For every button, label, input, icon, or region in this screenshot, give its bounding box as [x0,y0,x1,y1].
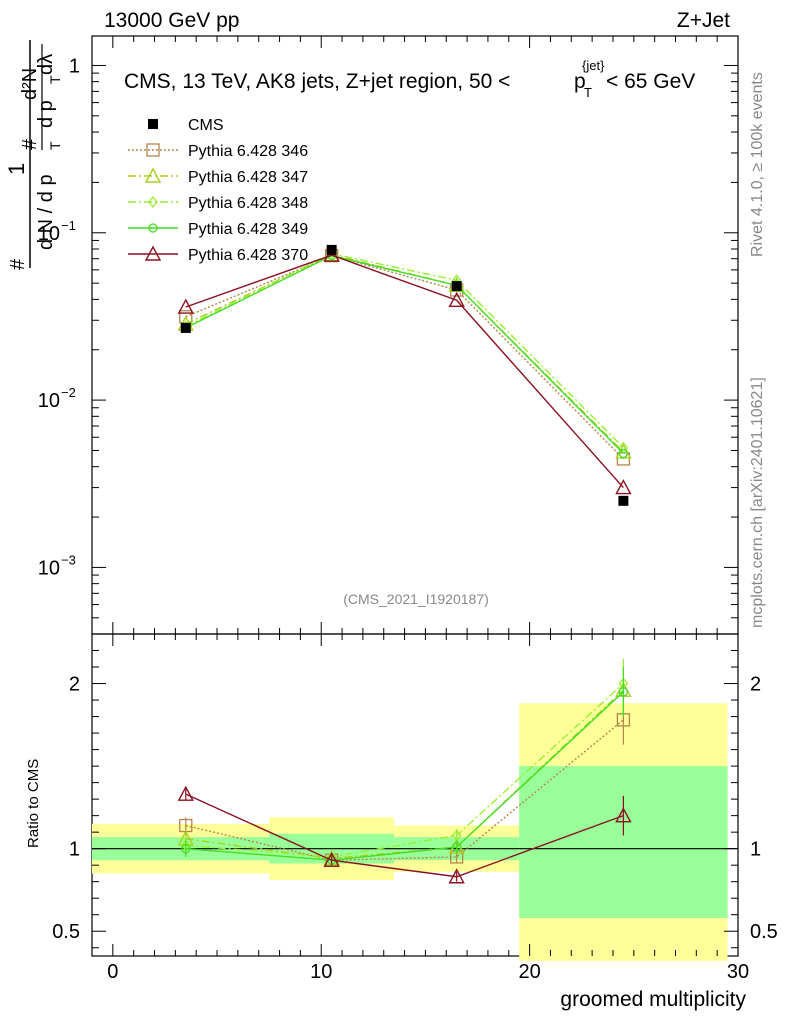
series-line [185,252,624,449]
ratio-point [323,851,340,867]
series-point [179,310,193,324]
ratio-point [618,687,629,697]
mcplots-label: mcplots.cern.ch [arXiv:2401.10621] [749,377,766,628]
chart-title: CMS, 13 TeV, AK8 jets, Z+jet region, 50 … [124,58,695,100]
ylabel-d2n: d²N [19,68,41,100]
ratio-y-tick-label: 1 [69,839,80,861]
series-point [177,298,194,314]
ylabel-t1: T [47,141,63,150]
ylabel-dp: d p [35,100,57,128]
ratio-y-tick-label-right: 1 [750,839,761,861]
cms-point [451,281,462,292]
ratio-series [177,658,632,884]
header-left: 13000 GeV pp [104,9,239,32]
series-point [448,291,465,307]
legend-label: CMS [188,117,224,134]
ylabel-hash-den: # [7,258,29,270]
series-line [185,254,624,454]
title-p: p [574,70,586,93]
series-line [185,254,624,489]
ylabel-one: 1 [4,163,29,175]
y-tick-exponent: −2 [61,385,76,400]
title-text: CMS, 13 TeV, AK8 jets, Z+jet region, 50 … [124,70,510,93]
ratio-point [615,807,632,823]
ratio-y-tick-label: 2 [69,674,80,696]
ratio-y-tick-label-right: 2 [750,674,761,696]
ratio-y-label: Ratio to CMS [25,759,42,848]
main-series [177,244,632,506]
legend-marker [144,245,162,261]
ylabel-dlambda: dλ [35,54,57,75]
ratio-frame [91,633,739,957]
title-sup: {jet} [582,58,605,73]
ratio-point [181,844,191,854]
y-tick-label: 10 [38,557,60,579]
legend-marker [148,119,158,129]
ratio-line [185,719,624,861]
ratio-line [185,793,624,878]
ylabel-dn: d N / d p [35,174,57,250]
ylabel-t2: T [47,75,63,84]
legend-label: Pythia 6.428 348 [188,195,308,212]
y-tick-label: 10 [38,390,60,412]
title-end: < 65 GeV [606,70,695,93]
rivet-label: Rivet 4.1.0, ≥ 100k events [749,72,766,257]
ratio-point [448,868,465,884]
legend-marker [144,167,162,183]
ratio-line [185,683,624,858]
y-tick-exponent: −3 [61,552,76,567]
legend-marker [148,223,158,233]
legend-label: Pythia 6.428 349 [188,221,308,238]
watermark: (CMS_2021_I1920187) [343,591,489,607]
y-tick-exponent: −1 [61,218,76,233]
x-tick-label: 10 [310,961,332,983]
legend-label: Pythia 6.428 346 [188,143,308,160]
header-right: Z+Jet [677,9,730,32]
x-tick-label: 30 [727,961,749,983]
cms-point [618,495,629,506]
ratio-band-inner [519,766,728,919]
ratio-y-tick-label-right: 0.5 [750,921,778,943]
legend-marker [146,143,160,157]
main-ylabel: 1 # d N / d p T # d²N d p T dλ [4,40,63,270]
ylabel-hash2: # [19,138,41,150]
ratio-point [452,842,462,852]
series-point [618,448,629,459]
legend: CMS Pythia 6.428 346 Pythia 6.428 347 Pythi… [128,117,308,264]
y-tick-label: 10 [38,223,60,245]
legend-marker [148,195,158,209]
y-tick-label: 1 [69,55,80,77]
cms-point [180,322,191,333]
cms-point [326,244,337,255]
legend-label: Pythia 6.428 347 [188,169,308,186]
x-tick-label: 0 [107,961,118,983]
ratio-line [185,691,624,861]
series-point [615,479,632,495]
series-line [185,254,624,460]
x-tick-label: 20 [518,961,540,983]
title-sub: T [584,85,592,100]
ratio-y-tick-label: 0.5 [52,921,80,943]
legend-label: Pythia 6.428 370 [188,247,308,264]
x-axis-label: groomed multiplicity [560,988,746,1011]
ratio-point [177,785,194,801]
